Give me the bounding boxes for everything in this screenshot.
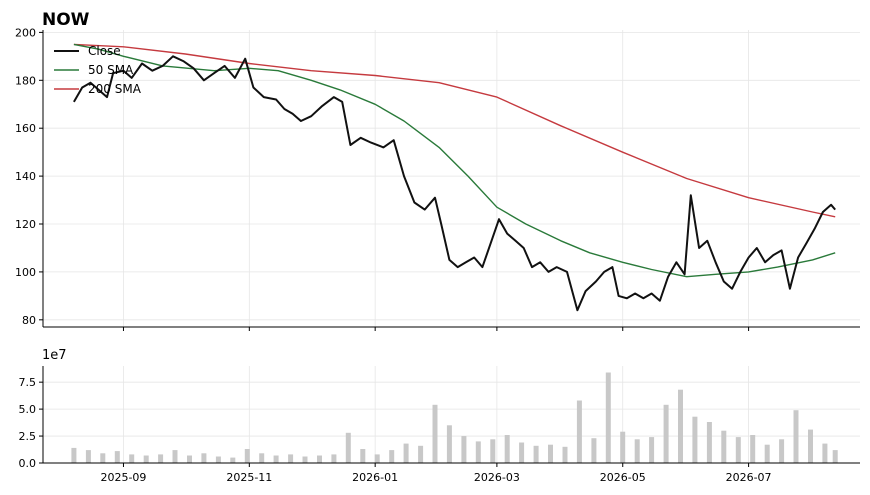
volume-bar: [432, 404, 438, 463]
volume-y-tick-label: 0.0: [19, 457, 37, 470]
volume-bar: [591, 438, 597, 463]
volume-bar: [302, 456, 308, 463]
price-y-tick-label: 120: [15, 218, 36, 231]
volume-bar: [750, 435, 756, 463]
price-axes: [42, 30, 860, 328]
price-y-tick-label: 200: [15, 26, 36, 39]
x-tick-label: 2025-09: [100, 471, 146, 484]
price-y-tick-label: 160: [15, 122, 36, 135]
volume-bar: [735, 437, 741, 463]
chart-title: NOW: [42, 10, 90, 30]
volume-scale-label: 1e7: [42, 348, 67, 363]
price-grid: [43, 30, 860, 327]
legend-label: Close: [88, 44, 121, 58]
volume-bar: [779, 439, 785, 463]
volume-y-tick-label: 7.5: [19, 376, 37, 389]
volume-bar: [475, 441, 481, 463]
volume-bar: [244, 449, 250, 463]
volume-bar: [519, 442, 525, 463]
x-tick-label: 2026-01: [352, 471, 398, 484]
volume-bar: [562, 446, 568, 463]
sma50-line: [73, 43, 836, 278]
volume-bar: [201, 453, 207, 463]
legend: Close 50 SMA 200 SMA: [54, 44, 142, 96]
volume-bar: [605, 372, 611, 463]
volume-bar: [360, 449, 366, 463]
price-y-tick-label: 180: [15, 74, 36, 87]
volume-bar: [143, 455, 149, 463]
volume-bar: [832, 450, 838, 463]
volume-bar: [649, 437, 655, 463]
volume-bar: [418, 445, 424, 463]
volume-bar: [446, 425, 452, 463]
volume-bar: [71, 447, 77, 463]
volume-bar: [706, 422, 712, 463]
price-y-ticks: 80 100 120 140 160 180 200: [15, 26, 43, 327]
volume-bar: [576, 400, 582, 463]
volume-bar: [808, 429, 813, 463]
volume-bar: [634, 439, 640, 463]
volume-bar: [533, 445, 539, 463]
x-tick-label: 2025-11: [226, 471, 272, 484]
volume-y-tick-label: 2.5: [19, 430, 37, 443]
volume-bar: [490, 439, 496, 463]
volume-bar: [721, 430, 727, 463]
x-tick-label: 2026-05: [600, 471, 646, 484]
volume-y-tick-label: 5.0: [19, 403, 37, 416]
legend-label: 200 SMA: [88, 82, 142, 96]
sma200-line: [73, 43, 836, 218]
volume-bar: [317, 455, 322, 463]
volume-bar: [331, 454, 337, 463]
volume-bar: [663, 404, 669, 463]
x-tick-label: 2026-03: [474, 471, 520, 484]
volume-bar: [461, 436, 467, 463]
close-line: [73, 55, 836, 312]
price-y-tick-label: 80: [22, 314, 36, 327]
volume-bar: [100, 453, 106, 463]
volume-bar: [389, 450, 395, 463]
price-y-tick-label: 100: [15, 266, 36, 279]
price-lines: [73, 43, 836, 312]
volume-bars: [71, 372, 838, 463]
volume-bar: [822, 443, 828, 463]
volume-bar: [158, 454, 164, 463]
x-tick-label: 2026-07: [726, 471, 772, 484]
volume-bar: [172, 450, 178, 463]
volume-bar: [793, 410, 799, 463]
volume-bar: [259, 453, 265, 463]
volume-bar: [620, 431, 626, 463]
volume-bar: [215, 456, 221, 463]
volume-bar: [273, 455, 279, 463]
volume-bar: [692, 416, 698, 463]
x-ticks: 2025-09 2025-11 2026-01 2026-03 2026-05 2026-…: [100, 327, 772, 484]
price-y-tick-label: 140: [15, 170, 36, 183]
volume-bar: [403, 443, 409, 463]
volume-bar: [374, 454, 380, 463]
volume-bar: [230, 457, 236, 463]
volume-bar: [85, 450, 91, 463]
volume-bar: [288, 454, 294, 463]
volume-y-ticks: 0.0 2.5 5.0 7.5: [19, 376, 43, 470]
volume-bar: [187, 455, 192, 463]
volume-bar: [678, 389, 683, 463]
volume-bar: [114, 451, 120, 463]
volume-bar: [764, 444, 770, 463]
volume-bar: [129, 454, 135, 463]
volume-bar: [504, 435, 510, 463]
legend-label: 50 SMA: [88, 63, 134, 77]
volume-bar: [345, 432, 351, 463]
volume-bar: [548, 444, 553, 463]
